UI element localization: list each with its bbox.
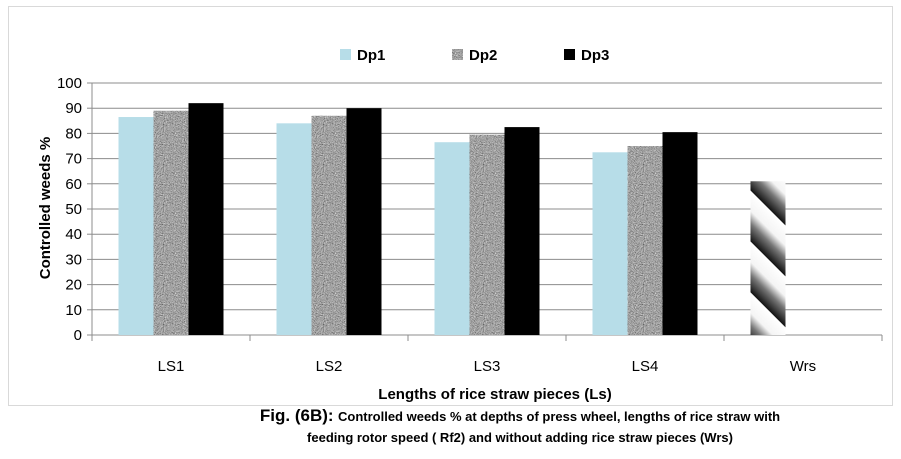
- y-tick-label: 90: [65, 100, 82, 117]
- figure-caption: Fig. (6B): Controlled weeds % at depths …: [150, 405, 890, 448]
- bar-dp3-ls3: [504, 127, 540, 335]
- legend-swatch-dp3: [564, 49, 575, 60]
- legend-label-dp3: Dp3: [581, 47, 609, 64]
- legend: Dp1 Dp2 Dp3: [340, 47, 609, 64]
- bar-chart: 0 10 20 30 40 50 60 70 80 90 100 LS1 LS2 LS3 LS4 Wrs D…: [37, 47, 883, 403]
- x-axis-title: Lengths of rice straw pieces (Ls): [378, 386, 611, 403]
- bars: [118, 103, 786, 336]
- y-tick-label: 40: [65, 226, 82, 243]
- x-tick-label-ls3: LS3: [474, 358, 501, 375]
- bar-dp1-ls1: [118, 117, 154, 336]
- bar-dp1-ls4: [592, 152, 628, 335]
- y-tick-label: 0: [74, 327, 82, 344]
- bar-dp1-ls3: [434, 142, 470, 335]
- legend-swatch-dp1: [340, 49, 351, 60]
- y-tick-label: 50: [65, 201, 82, 218]
- x-tick-labels: LS1 LS2 LS3 LS4 Wrs: [158, 358, 817, 375]
- y-axis-title: Controlled weeds %: [37, 137, 54, 280]
- y-tick-labels: 0 10 20 30 40 50 60 70 80 90 100: [57, 75, 82, 344]
- x-tick-label-ls1: LS1: [158, 358, 185, 375]
- y-tick-label: 100: [57, 75, 82, 92]
- y-tick-label: 60: [65, 176, 82, 193]
- y-tick-label: 80: [65, 125, 82, 142]
- legend-label-dp2: Dp2: [469, 47, 497, 64]
- bar-wrs: [750, 181, 786, 335]
- legend-swatch-dp2: [452, 49, 463, 60]
- caption-line-2: feeding rotor speed ( Rf2) and without a…: [307, 430, 733, 445]
- bar-dp2-ls3: [469, 134, 505, 335]
- bar-dp3-ls2: [346, 108, 382, 335]
- bar-dp2-ls2: [311, 115, 347, 335]
- bar-dp3-ls1: [188, 103, 224, 335]
- y-tick-label: 20: [65, 277, 82, 294]
- figure-label: Fig. (6B):: [259, 406, 334, 425]
- bar-dp2-ls4: [627, 146, 663, 335]
- y-tick-label: 30: [65, 251, 82, 268]
- x-tick-label-ls4: LS4: [632, 358, 659, 375]
- x-tick-label-ls2: LS2: [316, 358, 343, 375]
- bar-dp2-ls1: [153, 110, 189, 335]
- legend-label-dp1: Dp1: [357, 47, 385, 64]
- y-tick-label: 10: [65, 302, 82, 319]
- y-tick-label: 70: [65, 151, 82, 168]
- chart-frame: [8, 6, 893, 406]
- bar-dp1-ls2: [276, 123, 312, 335]
- caption-line-1: Controlled weeds % at depths of press wh…: [338, 409, 781, 424]
- x-tick-label-wrs: Wrs: [790, 358, 816, 375]
- bar-dp3-ls4: [662, 132, 698, 335]
